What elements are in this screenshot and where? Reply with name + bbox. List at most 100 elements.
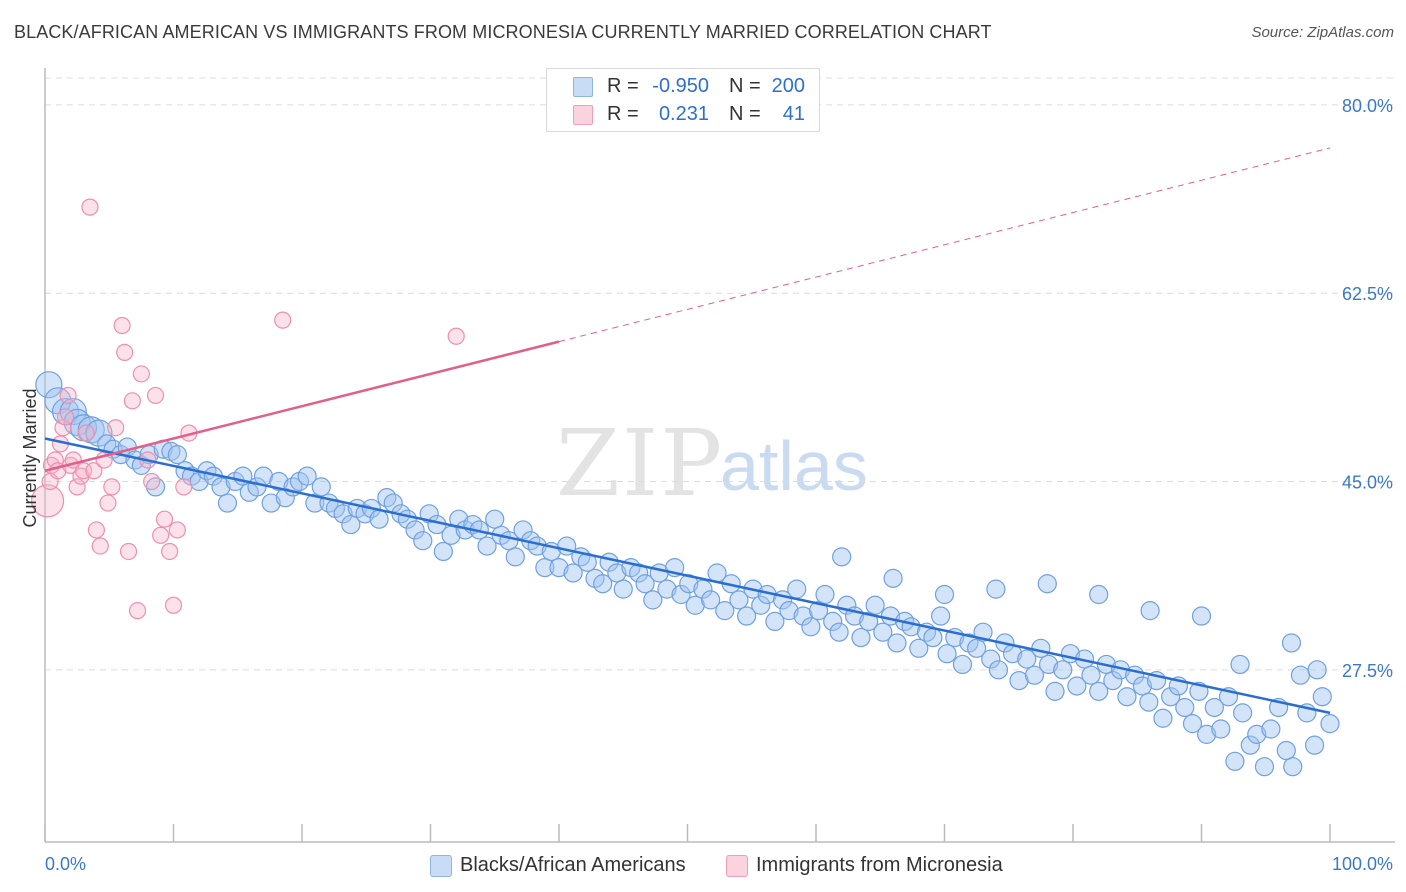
blue-point	[765, 611, 785, 632]
blue-point	[829, 622, 849, 642]
blue-point	[1247, 724, 1267, 744]
blue-point	[563, 563, 583, 583]
tick-labels: 27.5% 45.0% 62.5% 80.0% 0.0% 100.0%	[45, 96, 1393, 874]
series-blacks-points	[35, 371, 1340, 777]
pink-point	[161, 542, 179, 561]
pink-point	[81, 198, 99, 216]
blue-point	[311, 477, 331, 497]
blue-point	[986, 579, 1006, 599]
pink-point	[68, 478, 86, 496]
blue-point	[937, 644, 957, 664]
blue-point	[297, 466, 317, 486]
blue-point	[1197, 724, 1217, 744]
blue-point	[865, 595, 885, 615]
correlation-legend: R = -0.950 N = 200 R = 0.231 N = 41	[546, 68, 820, 132]
blue-point	[751, 595, 771, 615]
blue-point	[1089, 681, 1109, 701]
blue-point	[1024, 665, 1045, 685]
blue-point	[859, 611, 879, 632]
pink-point	[59, 386, 77, 405]
blue-point	[1053, 660, 1073, 680]
blue-point	[934, 584, 955, 605]
pink-point	[146, 386, 165, 405]
blue-point	[1211, 719, 1231, 739]
blue-point	[449, 509, 469, 529]
blue-point	[1140, 601, 1160, 621]
pink-point	[99, 494, 117, 512]
blue-point	[873, 622, 893, 642]
x-tick-label: 100.0%	[1332, 854, 1393, 874]
blue-point	[1283, 757, 1303, 777]
blue-point	[1031, 638, 1051, 658]
blue-point	[808, 601, 829, 621]
pink-point	[113, 316, 131, 335]
watermark-zip: ZIP	[556, 410, 725, 517]
blue-point	[377, 488, 397, 508]
blue-trend-line	[44, 437, 1331, 715]
legend-swatch-blue	[573, 77, 593, 97]
pink-point	[123, 392, 141, 410]
blue-point	[851, 627, 871, 648]
blue-point	[1117, 687, 1137, 707]
blue-point	[909, 638, 929, 658]
pink-trend-extension	[558, 147, 1331, 343]
blue-point	[405, 520, 425, 540]
pink-point	[152, 526, 170, 544]
blue-point	[729, 590, 749, 610]
blue-point	[535, 558, 555, 578]
blue-point	[1089, 584, 1109, 605]
blue-point	[1081, 665, 1101, 685]
legend-row-micronesia: R = 0.231 N = 41	[547, 101, 819, 129]
blue-point	[35, 371, 63, 399]
blue-point	[369, 509, 389, 529]
blue-point	[635, 574, 655, 594]
blue-point	[477, 536, 497, 556]
blue-point	[1254, 757, 1275, 777]
legend-label: Blacks/African Americans	[460, 854, 686, 876]
blue-point	[1320, 714, 1340, 734]
pink-point	[168, 521, 186, 539]
blue-point	[1312, 687, 1332, 707]
pink-trend-line	[44, 340, 560, 472]
legend-label: Immigrants from Micronesia	[756, 854, 1003, 876]
pink-point	[164, 596, 183, 614]
blue-point	[1261, 719, 1281, 739]
blue-point	[1204, 697, 1224, 718]
pink-point	[175, 478, 193, 496]
n-label: N =	[729, 103, 761, 125]
blue-point	[217, 493, 238, 513]
n-value: 200	[771, 75, 805, 97]
blue-point	[1038, 654, 1059, 675]
r-value: -0.950	[652, 75, 709, 97]
blue-point	[657, 579, 677, 599]
blue-point	[923, 627, 943, 648]
blue-point	[1139, 692, 1159, 712]
blue-point	[643, 590, 663, 610]
pink-point	[87, 521, 106, 539]
pink-point	[30, 484, 65, 518]
blue-point	[883, 568, 903, 588]
blue-point	[607, 563, 627, 583]
watermark-atlas: atlas	[720, 427, 868, 505]
blue-point	[981, 649, 1001, 669]
blue-point	[1304, 735, 1325, 755]
pink-point	[54, 419, 72, 437]
blue-point	[701, 590, 721, 610]
blue-point	[485, 509, 505, 529]
blue-point	[1230, 654, 1250, 675]
r-value: 0.231	[658, 103, 709, 125]
legend-swatch-pink	[573, 105, 593, 125]
pink-point	[274, 311, 292, 329]
blue-point	[1240, 735, 1260, 755]
legend-swatch-blue	[430, 855, 452, 877]
blue-point	[823, 611, 843, 632]
pink-point	[128, 602, 147, 620]
pink-point	[132, 365, 150, 383]
blue-point	[1290, 665, 1311, 685]
blue-point	[1175, 697, 1195, 718]
axes	[44, 68, 1395, 843]
blue-point	[1009, 670, 1029, 691]
legend-swatch-pink	[726, 855, 748, 877]
blue-point	[1017, 649, 1037, 669]
blue-point	[1045, 681, 1065, 701]
